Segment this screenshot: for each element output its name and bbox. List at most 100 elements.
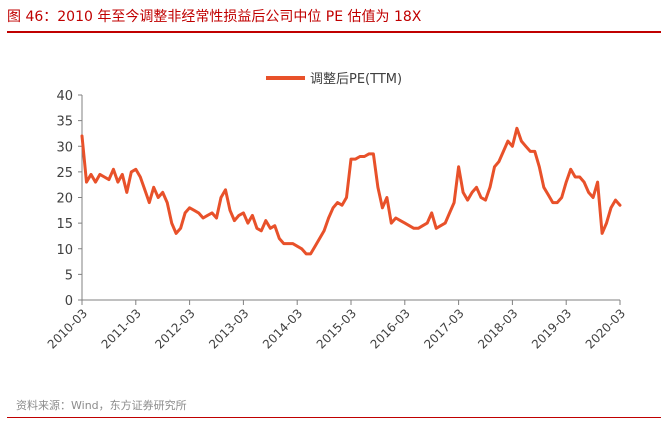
data-point — [157, 196, 160, 199]
bottom-rule — [7, 417, 661, 418]
data-point — [130, 170, 133, 174]
data-point — [255, 227, 259, 230]
data-point — [139, 175, 142, 179]
data-point — [322, 229, 326, 232]
data-point — [376, 186, 380, 189]
y-tick-label: 15 — [56, 217, 73, 232]
y-axis: 0 5 10 15 20 25 30 35 40 — [56, 89, 83, 309]
data-point — [614, 198, 617, 202]
data-point — [448, 211, 451, 215]
data-point — [461, 191, 465, 194]
y-tick-label: 20 — [56, 192, 73, 207]
data-point — [358, 155, 362, 158]
data-point — [237, 214, 241, 217]
data-point — [89, 173, 93, 176]
data-point — [98, 173, 102, 176]
data-point — [430, 211, 433, 215]
x-tick-label: 2010-03 — [45, 306, 90, 351]
data-point — [161, 191, 164, 194]
data-point — [242, 211, 245, 215]
data-point — [174, 232, 178, 235]
y-tick-label: 25 — [56, 166, 73, 181]
data-point — [457, 165, 460, 168]
data-point — [569, 168, 572, 171]
data-point — [591, 196, 595, 199]
source-note: 资料来源：Wind，东方证券研究所 — [16, 399, 187, 412]
x-tick-label: 2017-03 — [421, 306, 466, 351]
data-point — [426, 221, 429, 225]
data-point — [403, 221, 406, 225]
x-tick-label: 2020-03 — [583, 306, 628, 351]
data-point — [318, 237, 321, 240]
data-point — [497, 160, 501, 163]
data-point — [300, 247, 303, 250]
data-point — [596, 180, 599, 184]
data-point — [85, 180, 88, 184]
data-point — [493, 165, 496, 168]
data-point — [538, 165, 541, 168]
y-tick-label: 30 — [56, 140, 73, 155]
x-tick-label: 2018-03 — [475, 306, 520, 351]
data-point — [273, 224, 276, 227]
data-point — [197, 211, 200, 215]
data-point — [587, 191, 590, 194]
data-point — [345, 196, 348, 199]
data-point — [282, 242, 285, 245]
data-point — [520, 139, 523, 143]
data-point — [533, 150, 536, 153]
data-point — [296, 245, 299, 248]
data-point — [578, 175, 581, 179]
y-tick-label: 40 — [56, 89, 73, 104]
data-point — [372, 152, 375, 156]
data-point — [475, 186, 478, 189]
data-point — [444, 221, 447, 225]
data-point — [529, 150, 532, 153]
data-point — [484, 198, 487, 202]
data-point — [452, 201, 456, 204]
data-point — [215, 216, 218, 220]
pe-line-chart: 调整后PE(TTM) 0 5 10 15 20 25 30 35 40 2010-03 2011-… — [45, 72, 628, 352]
data-point — [515, 127, 519, 130]
data-point — [192, 209, 196, 212]
data-point — [148, 201, 151, 204]
data-point — [582, 180, 586, 184]
data-point — [309, 252, 312, 256]
data-point — [349, 157, 353, 161]
data-point — [439, 224, 442, 227]
data-point — [103, 175, 106, 179]
data-point — [287, 242, 290, 245]
data-point — [336, 201, 339, 204]
data-point — [547, 193, 550, 197]
data-point — [609, 206, 613, 209]
x-tick-label: 2016-03 — [368, 306, 413, 351]
data-point — [354, 157, 357, 161]
data-point — [502, 150, 505, 153]
data-point — [170, 221, 173, 225]
data-point — [399, 219, 402, 222]
data-point — [363, 155, 366, 158]
data-point — [201, 216, 205, 220]
y-tick-label: 5 — [65, 268, 73, 283]
data-point — [260, 229, 263, 232]
data-point — [381, 206, 384, 209]
data-point — [435, 227, 438, 230]
data-point — [183, 211, 187, 215]
data-point — [269, 227, 272, 230]
data-point — [210, 211, 214, 215]
data-point — [125, 191, 128, 194]
data-point — [219, 196, 223, 199]
data-point — [600, 232, 604, 235]
data-point — [417, 227, 420, 230]
y-tick-label: 35 — [56, 115, 73, 130]
data-point — [565, 180, 568, 184]
data-point — [470, 191, 474, 194]
data-point — [524, 145, 527, 148]
data-point — [224, 188, 227, 191]
figure-title: 图 46：2010 年至今调整非经常性损益后公司中位 PE 估值为 18X — [7, 3, 661, 33]
data-point — [331, 206, 335, 209]
data-point — [367, 152, 371, 156]
plot-area — [80, 126, 622, 256]
data-point — [188, 206, 191, 209]
data-point — [556, 201, 559, 204]
data-point — [179, 227, 182, 230]
